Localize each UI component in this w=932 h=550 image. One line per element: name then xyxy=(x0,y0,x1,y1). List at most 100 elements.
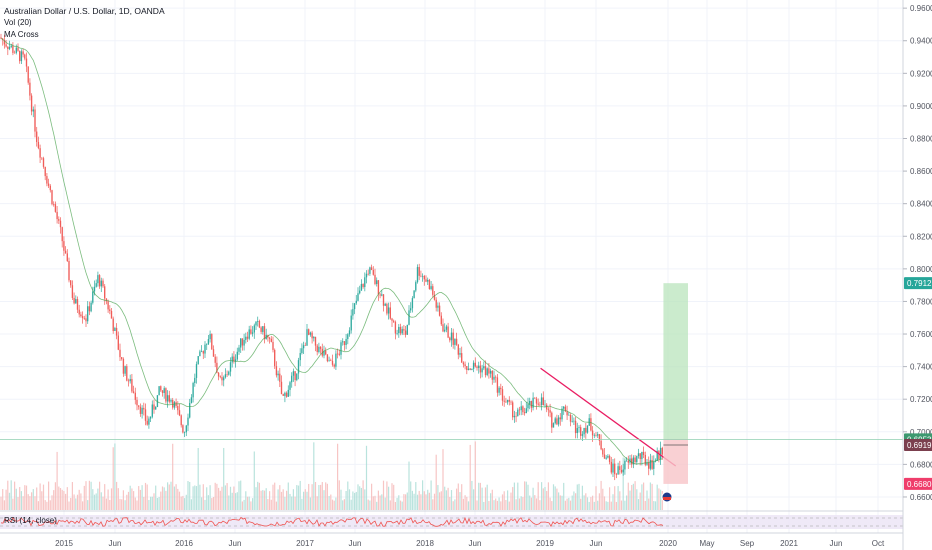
volume-bar xyxy=(479,482,481,510)
candle-body xyxy=(352,309,354,316)
candle-body xyxy=(219,376,221,378)
candle-body xyxy=(206,344,208,345)
volume-bar xyxy=(243,499,245,510)
volume-bar xyxy=(646,490,648,510)
candle-body xyxy=(172,399,174,408)
volume-bar xyxy=(541,482,543,510)
volume-bar xyxy=(500,501,502,510)
candle-body xyxy=(102,280,104,287)
volume-bar xyxy=(507,490,509,510)
candle-body xyxy=(165,388,167,402)
volume-bar xyxy=(355,491,357,510)
candle-body xyxy=(131,379,133,392)
candle-body xyxy=(100,280,102,287)
volume-bar xyxy=(114,443,116,510)
candle-body xyxy=(58,219,60,221)
candle-body xyxy=(379,294,381,296)
volume-bar xyxy=(418,490,420,510)
volume-bar xyxy=(127,491,130,510)
volume-bar xyxy=(303,491,305,510)
candle-body xyxy=(41,157,43,159)
volume-bar xyxy=(117,488,119,510)
candle-body xyxy=(566,411,568,416)
candle-body xyxy=(520,406,522,411)
price-axis-badge: 0.69191 xyxy=(904,438,932,451)
candle-body xyxy=(104,286,106,299)
candle-body xyxy=(59,220,62,228)
candle-body xyxy=(396,333,398,334)
x-tick-label: 2017 xyxy=(296,539,314,548)
candle-body xyxy=(386,303,388,314)
volume-bar xyxy=(423,491,425,510)
candle-body xyxy=(66,253,68,262)
volume-indicator-label[interactable]: Vol (20) xyxy=(4,18,32,27)
volume-bar xyxy=(274,482,276,510)
symbol-title[interactable]: Australian Dollar / U.S. Dollar, 1D, OAN… xyxy=(4,6,165,16)
volume-bar xyxy=(340,489,342,510)
volume-bar xyxy=(286,490,288,510)
volume-bar xyxy=(476,500,478,510)
candle-body xyxy=(44,166,46,177)
volume-bar xyxy=(367,499,369,510)
volume-bar xyxy=(552,484,555,510)
candle-body xyxy=(651,459,653,469)
candle-body xyxy=(326,354,329,362)
volume-bar xyxy=(595,486,597,510)
volume-bar xyxy=(136,500,138,510)
chart-overlays xyxy=(0,283,903,503)
candle-body xyxy=(156,395,159,407)
volume-bar xyxy=(19,487,21,510)
volume-bar xyxy=(544,486,546,510)
candle-body xyxy=(51,190,53,205)
volume-bar xyxy=(267,498,269,510)
volume-bar xyxy=(48,481,50,510)
candle-body xyxy=(93,286,96,292)
volume-bar xyxy=(56,451,58,510)
volume-bar xyxy=(610,501,612,510)
candle-body xyxy=(245,336,247,340)
volume-bar xyxy=(398,495,400,510)
volume-bar xyxy=(170,481,172,510)
volume-bar xyxy=(661,490,663,510)
candle-body xyxy=(46,176,48,184)
candle-body xyxy=(496,377,499,393)
candle-body xyxy=(177,405,179,411)
candle-body xyxy=(306,329,308,346)
ma-cross-indicator-label[interactable]: MA Cross xyxy=(4,30,39,39)
candle-body xyxy=(277,373,279,376)
volume-bar xyxy=(95,493,97,510)
candle-body xyxy=(318,346,320,353)
volume-bar xyxy=(54,482,56,510)
x-tick-label: Oct xyxy=(872,539,885,548)
long-position-stop-zone xyxy=(663,439,688,484)
volume-bar xyxy=(558,492,560,510)
candle-body xyxy=(581,434,584,436)
volume-bar xyxy=(464,495,466,510)
candle-body xyxy=(644,454,646,465)
volume-bar xyxy=(496,500,498,510)
volume-bar xyxy=(207,495,209,510)
volume-bar xyxy=(568,497,570,510)
candle-body xyxy=(5,44,7,47)
volume-bar xyxy=(39,483,41,510)
volume-bar xyxy=(556,488,558,510)
volume-bar xyxy=(547,482,549,510)
volume-bar xyxy=(345,491,347,510)
volume-bar xyxy=(422,480,424,510)
volume-bar xyxy=(447,487,449,510)
rsi-indicator-label[interactable]: RSI (14, close) xyxy=(4,516,57,525)
candle-body xyxy=(335,353,337,367)
candle-body xyxy=(285,392,288,397)
candle-body xyxy=(510,401,512,403)
candle-body xyxy=(22,51,24,55)
volume-bar xyxy=(444,486,446,510)
candle-body xyxy=(3,39,6,45)
volume-bar xyxy=(634,481,636,510)
volume-bar xyxy=(275,501,277,510)
volume-bar xyxy=(624,500,626,510)
volume-bar xyxy=(388,486,390,510)
volume-bar xyxy=(654,501,657,510)
volume-bar xyxy=(354,492,356,510)
candle-body xyxy=(323,350,325,356)
